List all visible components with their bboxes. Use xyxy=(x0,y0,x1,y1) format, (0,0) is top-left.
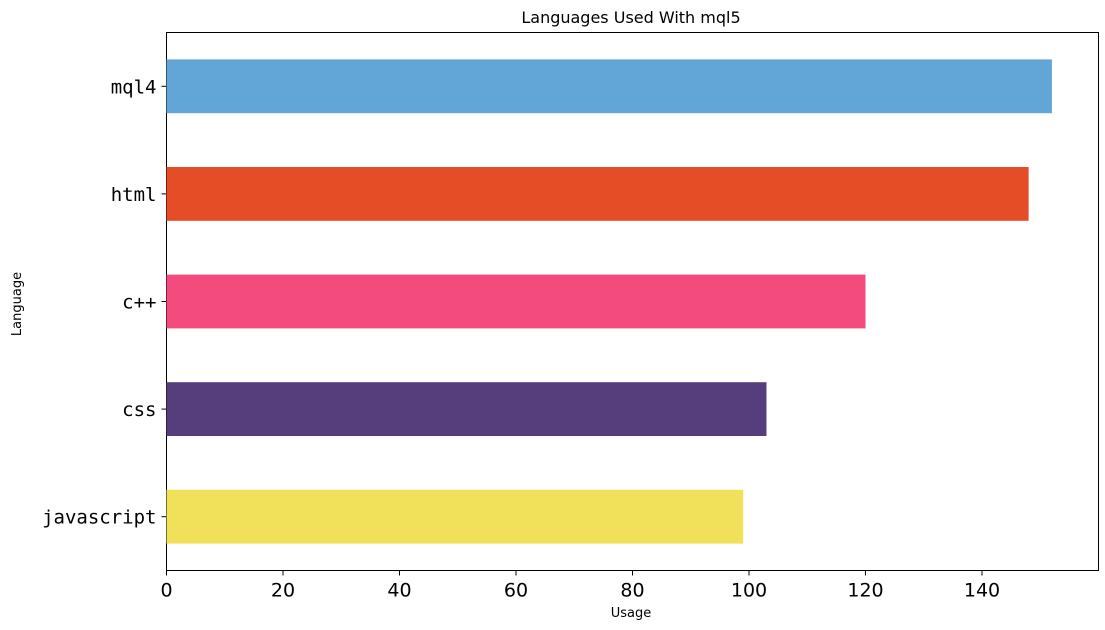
x-tick-label: 0 xyxy=(160,580,172,602)
bar-javascript xyxy=(166,489,744,544)
x-tick-label: 140 xyxy=(964,580,1000,602)
y-tick-label: javascript xyxy=(42,507,156,529)
x-axis-ticks: 0 20 40 60 80 100 120 140 xyxy=(160,570,1000,602)
x-tick-label: 100 xyxy=(731,580,767,602)
y-tick-label: html xyxy=(111,184,157,206)
x-tick-label: 80 xyxy=(620,580,644,602)
y-axis-label: Language xyxy=(10,272,25,336)
bar-html xyxy=(166,167,1029,221)
x-tick-label: 120 xyxy=(847,580,883,602)
bars-group xyxy=(166,59,1052,544)
y-axis-ticks: mql4 html c++ css javascript xyxy=(42,76,167,529)
y-tick-label: css xyxy=(122,399,156,421)
chart-title: Languages Used With mql5 xyxy=(521,8,740,27)
x-tick-label: 60 xyxy=(504,580,528,602)
bar-c- xyxy=(166,274,866,329)
y-tick-label: c++ xyxy=(122,292,156,314)
bar-mql4 xyxy=(166,59,1052,114)
bar-css xyxy=(166,382,767,436)
x-tick-label: 40 xyxy=(387,580,411,602)
y-tick-label: mql4 xyxy=(111,76,157,98)
x-axis-label: Usage xyxy=(611,606,652,621)
x-tick-label: 20 xyxy=(271,580,295,602)
